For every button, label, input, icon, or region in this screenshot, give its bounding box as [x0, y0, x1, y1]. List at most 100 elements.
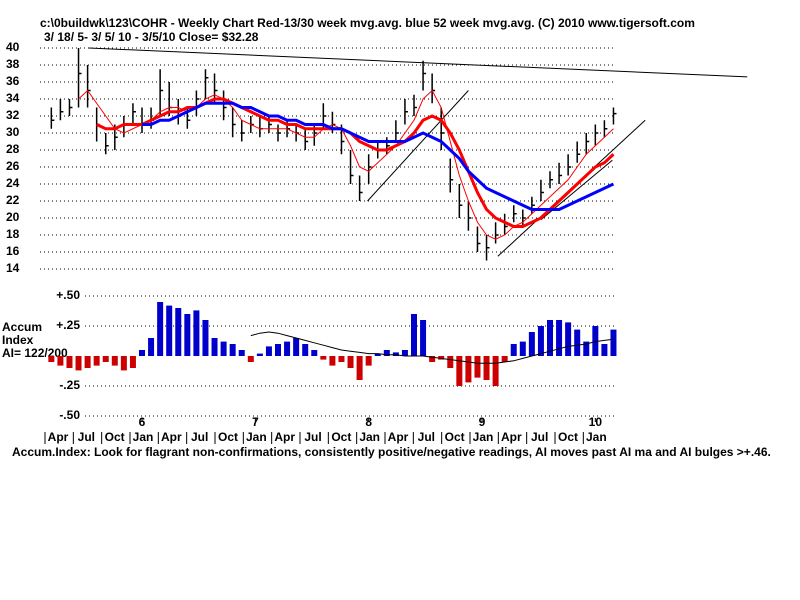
y-tick-label: 24 [6, 176, 20, 190]
accum-bar [601, 344, 608, 356]
month-label: Jul [418, 430, 435, 444]
accum-bar [211, 338, 218, 356]
month-label: Jul [191, 430, 208, 444]
y-tick-label: 30 [6, 125, 20, 139]
accum-bar [411, 314, 417, 356]
month-label: Jan [133, 430, 154, 444]
accum-bar [129, 356, 136, 368]
accum-bar [48, 356, 55, 362]
month-label: Jul [304, 430, 321, 444]
accum-bar [456, 356, 463, 386]
accum-bar [329, 356, 336, 366]
month-label: Oct [445, 430, 465, 444]
month-label: Jan [246, 430, 267, 444]
accum-bar [392, 352, 399, 356]
month-label: Jan [473, 430, 494, 444]
month-label: Apr [274, 430, 295, 444]
accum-bar [610, 329, 617, 356]
accum-bar [547, 320, 553, 356]
accum-tick-label: +.25 [56, 318, 80, 332]
y-tick-label: 14 [6, 261, 20, 275]
month-label: Oct [331, 430, 351, 444]
accum-bar [184, 314, 191, 356]
accum-bar [356, 356, 363, 380]
accum-bar [574, 329, 581, 356]
accum-bar [383, 350, 390, 356]
y-tick-label: 34 [6, 91, 20, 105]
accum-bar [75, 356, 82, 371]
year-label: 10 [589, 415, 603, 429]
trendline [367, 90, 469, 202]
chart-subtitle: 3/ 18/ 5- 3/ 5/ 10 - 3/5/10 Close= $32.2… [44, 30, 259, 44]
y-tick-label: 26 [6, 159, 20, 173]
y-tick-label: 20 [6, 210, 20, 224]
accum-bar [229, 344, 236, 356]
accum-bar [238, 350, 245, 356]
accum-ma [250, 331, 614, 364]
accum-label: Accum [2, 320, 42, 334]
accum-bar [365, 356, 372, 366]
accum-bar [111, 356, 118, 366]
month-label: Apr [48, 430, 69, 444]
y-tick-label: 40 [6, 40, 20, 54]
accum-bar [510, 344, 517, 356]
accum-bar [537, 326, 544, 356]
accum-bar [57, 356, 64, 366]
accum-bar [66, 356, 73, 368]
accum-bar [438, 356, 445, 360]
accum-bar [420, 320, 427, 356]
accum-label: Index [2, 333, 34, 347]
year-label: 6 [139, 415, 146, 429]
month-label: Jul [78, 430, 95, 444]
accum-bar [247, 356, 254, 362]
accum-bar [302, 344, 309, 356]
accum-tick-label: +.50 [56, 288, 80, 302]
accum-bar [148, 338, 155, 356]
accum-bar [483, 356, 490, 380]
accum-bar [102, 356, 109, 362]
accum-bar [256, 353, 263, 356]
accum-bar [202, 320, 209, 356]
moving-average [78, 89, 614, 240]
month-label: Jan [586, 430, 607, 444]
accum-bar [139, 350, 145, 356]
month-label: Oct [105, 430, 125, 444]
accum-bar [347, 356, 354, 368]
month-label: Apr [501, 430, 522, 444]
y-tick-label: 22 [6, 193, 20, 207]
accum-bar [583, 341, 590, 356]
year-label: 8 [365, 415, 372, 429]
accum-bar [528, 332, 535, 356]
accum-bar [492, 356, 499, 386]
accum-bar [193, 310, 200, 356]
y-tick-label: 38 [6, 57, 20, 71]
y-tick-label: 28 [6, 142, 20, 156]
month-label: Oct [218, 430, 238, 444]
year-label: 9 [479, 415, 486, 429]
accum-bar [320, 356, 327, 360]
accum-tick-label: -.50 [59, 408, 80, 422]
accum-bar [501, 356, 508, 362]
accum-bar [220, 341, 227, 356]
accum-bar [120, 356, 127, 371]
accum-bar [465, 356, 472, 383]
accum-bar [175, 308, 182, 356]
accum-bar [293, 338, 300, 356]
accum-bar [166, 305, 173, 356]
moving-average [142, 101, 615, 211]
accum-bar [157, 302, 164, 356]
accum-bar [401, 350, 408, 356]
y-tick-label: 16 [6, 244, 20, 258]
footer-note: Accum.Index: Look for flagrant non-confi… [12, 445, 771, 459]
month-label: Jul [531, 430, 548, 444]
trendline [88, 47, 748, 78]
month-label: Oct [558, 430, 578, 444]
month-label: Apr [161, 430, 182, 444]
moving-average [96, 97, 615, 228]
accum-bar [84, 356, 91, 368]
accum-bar [429, 356, 436, 362]
accum-tick-label: -.25 [59, 378, 80, 392]
